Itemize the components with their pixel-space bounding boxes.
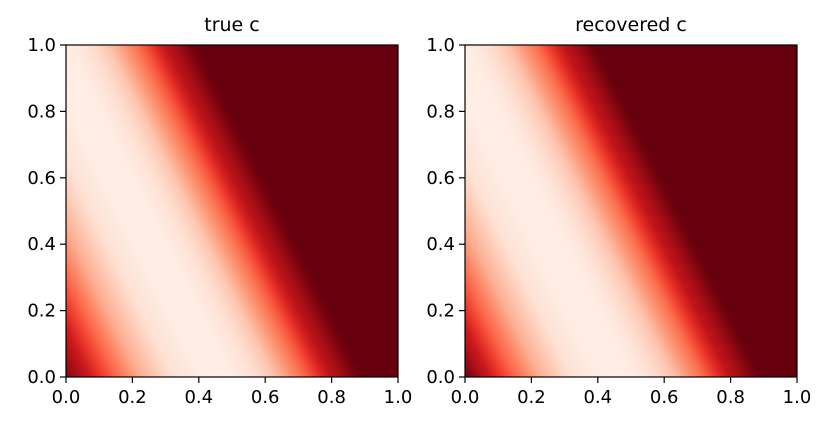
x-tick-label: 0.2 [118,387,147,408]
x-tick-label: 0.8 [317,387,346,408]
panel-recovered-c: recovered c 0.0 0.2 0.4 0.6 0.8 1.0 0.0 0.2 0.4 0… [426,14,811,408]
y-tick-label: 0.4 [426,234,455,255]
y-tick-label: 0.0 [426,367,455,388]
panel-title: recovered c [575,14,687,36]
y-tick-label: 1.0 [426,35,455,56]
x-tick-label: 0.2 [517,387,546,408]
x-tick-label: 0.6 [251,387,280,408]
y-tick-label: 0.8 [426,101,455,122]
panel-title: true c [204,14,259,36]
panel-true-c: true c 0.0 0.2 0.4 0.6 0.8 1.0 0.0 0.2 0.4 0.6 0.8… [27,14,412,408]
x-tick-label: 0.8 [716,387,745,408]
x-tick-label: 1.0 [384,387,413,408]
axes-frame [464,44,798,378]
y-tick-label: 0.4 [27,234,56,255]
x-tick-label: 0.0 [451,387,480,408]
y-tick-label: 0.2 [27,301,56,322]
y-tick-label: 0.8 [27,101,56,122]
x-tick-label: 0.4 [583,387,612,408]
y-tick-label: 0.2 [426,301,455,322]
x-tick-label: 0.0 [52,387,81,408]
axes-frame [65,44,399,378]
heatmap-image [66,45,398,377]
x-tick-label: 0.4 [184,387,213,408]
y-tick-label: 0.6 [27,168,56,189]
x-tick-label: 0.6 [650,387,679,408]
y-tick-label: 1.0 [27,35,56,56]
heatmap-image [465,45,797,377]
y-tick-label: 0.0 [27,367,56,388]
x-tick-label: 1.0 [783,387,812,408]
y-tick-label: 0.6 [426,168,455,189]
